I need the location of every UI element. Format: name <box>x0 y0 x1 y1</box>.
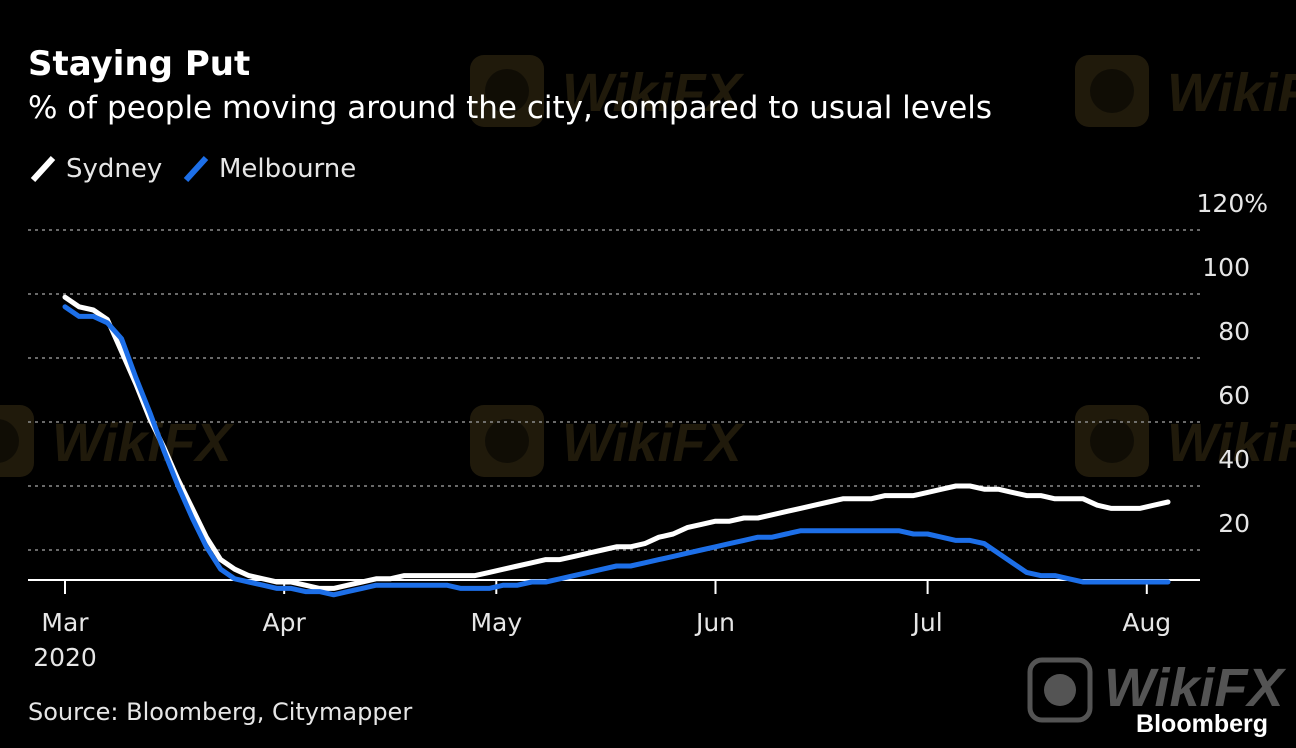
series-line-sydney <box>62 294 1171 591</box>
svg-text:WikiFX: WikiFX <box>562 63 745 123</box>
legend-swatch-melbourne <box>183 155 209 183</box>
watermark-badge: WikiFX <box>1027 657 1287 723</box>
svg-text:WikiFX: WikiFX <box>1167 63 1296 123</box>
watermark-logo: WikiFX <box>1075 55 1296 127</box>
bloomberg-logo: Bloomberg <box>1136 710 1268 738</box>
watermark-logo: WikiFX <box>0 405 235 477</box>
x-tick-label-may: May <box>470 608 522 637</box>
svg-text:WikiFX: WikiFX <box>1104 658 1287 718</box>
legend-label-sydney: Sydney <box>66 154 162 184</box>
watermark-logo: WikiFX <box>1075 405 1296 477</box>
source-note: Source: Bloomberg, Citymapper <box>28 698 412 726</box>
gridlines <box>28 229 1200 551</box>
chart-subtitle: % of people moving around the city, comp… <box>28 90 992 126</box>
y-axis-labels: 20 40 60 80 100 120% <box>1197 189 1268 538</box>
watermark-layer: WikiFX WikiFX WikiFX WikiFX WikiFX <box>0 55 1296 477</box>
series-lines <box>62 294 1171 598</box>
x-tick-label-apr: Apr <box>263 608 307 637</box>
legend: Sydney Melbourne <box>30 154 356 184</box>
x-tick-sublabel-year: 2020 <box>33 643 97 672</box>
y-tick-label-80: 80 <box>1218 317 1250 346</box>
y-tick-label-40: 40 <box>1218 445 1250 474</box>
svg-text:WikiFX: WikiFX <box>1167 413 1296 473</box>
x-tick-label-mar: Mar <box>41 608 89 637</box>
legend-swatch-sydney <box>30 155 56 183</box>
watermark-logo: WikiFX <box>470 55 745 127</box>
legend-item-sydney: Sydney <box>30 154 162 184</box>
chart-title: Staying Put <box>28 44 250 84</box>
legend-item-melbourne: Melbourne <box>183 154 356 184</box>
x-axis: Mar 2020 Apr May Jun Jul Aug <box>33 580 1171 672</box>
x-tick-label-jun: Jun <box>694 608 735 637</box>
y-tick-label-100: 100 <box>1202 253 1250 282</box>
x-tick-label-jul: Jul <box>911 608 943 637</box>
svg-text:WikiFX: WikiFX <box>52 413 235 473</box>
y-tick-label-60: 60 <box>1218 381 1250 410</box>
watermark-logo: WikiFX <box>470 405 745 477</box>
x-tick-label-aug: Aug <box>1122 608 1171 637</box>
series-line-melbourne <box>62 304 1171 598</box>
legend-label-melbourne: Melbourne <box>219 154 356 184</box>
y-tick-label-20: 20 <box>1218 509 1250 538</box>
svg-text:WikiFX: WikiFX <box>562 413 745 473</box>
y-tick-label-120: 120% <box>1197 189 1268 218</box>
